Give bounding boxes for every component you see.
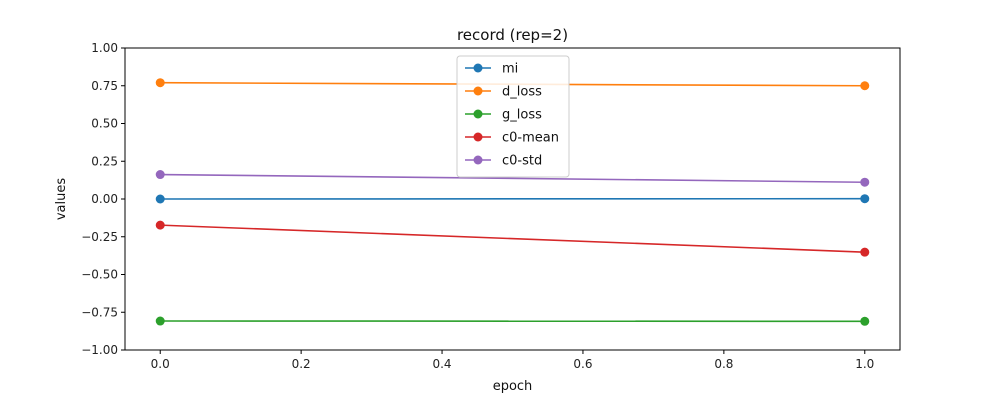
legend-marker: [473, 63, 483, 73]
data-point-d_loss: [860, 81, 870, 91]
data-point-c0-mean: [155, 220, 165, 230]
x-tick-label: 0.4: [432, 357, 451, 371]
legend-marker: [473, 132, 483, 142]
x-tick-label: 1.0: [855, 357, 874, 371]
legend-label: d_loss: [502, 85, 542, 100]
y-tick-label: 0.50: [91, 117, 118, 131]
legend: mi d_loss g_loss c0-mean c0-std: [456, 55, 570, 178]
x-tick-label: 0.2: [292, 357, 311, 371]
legend-label: c0-std: [502, 154, 542, 169]
y-tick-label: −0.75: [81, 305, 118, 319]
y-tick-label: 0.00: [91, 192, 118, 206]
legend-label: c0-mean: [502, 131, 559, 146]
x-axis-label: epoch: [493, 379, 533, 394]
x-tick-label: 0.0: [151, 357, 170, 371]
plot-area: 0.0 0.2 0.4 0.6 0.8 1.0 −1.00 −0.75 −0.50 −0.25 0.…: [81, 41, 901, 371]
data-point-c0-std: [155, 170, 165, 180]
series-line-c0-mean: [160, 224, 865, 253]
data-point-d_loss: [155, 78, 165, 88]
data-point-c0-std: [860, 177, 870, 187]
legend-box: [456, 55, 570, 178]
data-point-c0-mean: [860, 247, 870, 257]
y-tick-label: 0.25: [91, 154, 118, 168]
y-axis-label: values: [54, 178, 69, 221]
y-tick-label: 0.75: [91, 79, 118, 93]
legend-marker: [473, 109, 483, 119]
legend-label: mi: [502, 62, 518, 77]
y-tick-label: −0.25: [81, 230, 118, 244]
legend-label: g_loss: [502, 108, 542, 123]
data-point-mi: [155, 194, 165, 204]
chart-title: record (rep=2): [457, 26, 568, 44]
data-point-g_loss: [860, 316, 870, 326]
x-tick-label: 0.6: [573, 357, 592, 371]
series-line-c0-std: [160, 173, 865, 184]
data-point-mi: [860, 194, 870, 204]
legend-marker: [473, 155, 483, 165]
x-tick-label: 0.8: [714, 357, 733, 371]
y-tick-label: −1.00: [81, 343, 118, 357]
data-point-g_loss: [155, 316, 165, 326]
legend-marker: [473, 86, 483, 96]
y-tick-label: 1.00: [91, 41, 118, 55]
y-tick-label: −0.50: [81, 268, 118, 282]
